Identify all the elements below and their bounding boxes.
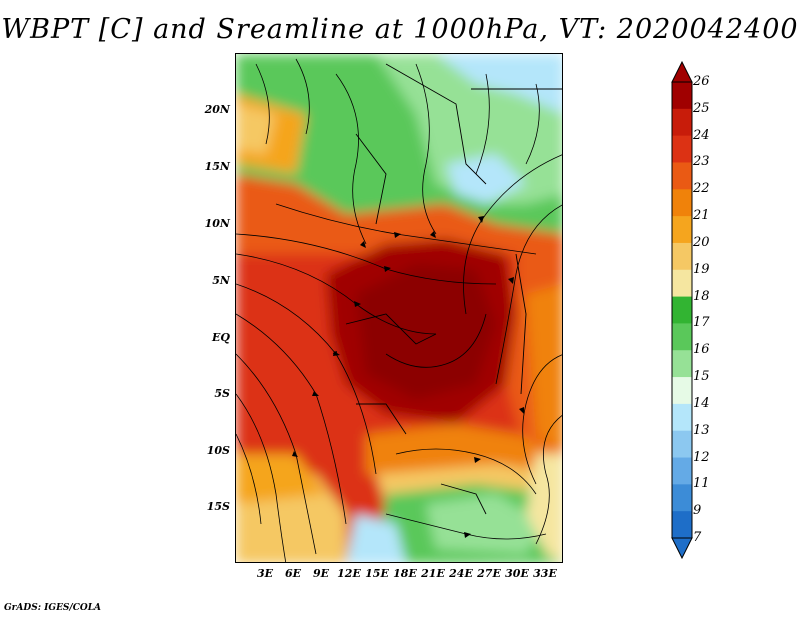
map-plot: [235, 53, 563, 563]
lon-label: 15E: [365, 567, 389, 580]
colorbar-swatch: [672, 189, 692, 217]
colorbar-label: 7: [693, 530, 702, 545]
lon-label: 18E: [393, 567, 417, 580]
colorbar-swatch: [672, 511, 692, 539]
colorbar-label: 18: [693, 288, 710, 304]
colorbar-label: 16: [693, 342, 710, 358]
colorbar-swatch: [672, 269, 692, 298]
lat-label: 20N: [204, 103, 230, 116]
colorbar-label: 11: [693, 476, 710, 492]
colorbar-label: 22: [693, 181, 710, 197]
colorbar-label: 19: [693, 261, 710, 277]
lat-label: 10N: [204, 217, 230, 230]
colorbar-label: 21: [693, 208, 710, 224]
colorbar-label: 13: [693, 422, 710, 438]
map-field: [236, 54, 562, 562]
colorbar-swatch: [672, 296, 692, 324]
colorbar-label: 26: [693, 74, 710, 89]
lon-label: 30E: [505, 567, 529, 580]
footer-credit: GrADS: IGES/COLA: [4, 603, 102, 613]
lon-label: 6E: [284, 567, 302, 580]
colorbar-swatch: [672, 242, 692, 271]
lat-label: 10S: [206, 444, 230, 457]
colorbar-swatch: [672, 162, 692, 190]
lon-label: 33E: [533, 567, 557, 580]
lon-label: 27E: [477, 567, 501, 580]
lat-label: 5N: [212, 274, 230, 287]
colorbar-swatch: [672, 457, 692, 485]
colorbar-swatch: [672, 216, 692, 244]
colorbar-over-arrow: [671, 60, 693, 83]
colorbar-label: 14: [693, 395, 710, 411]
colorbar-label: 20: [693, 234, 710, 250]
colorbar-under-arrow: [671, 537, 693, 560]
colorbar-label: 24: [693, 127, 710, 143]
colorbar-label: 23: [693, 154, 710, 170]
colorbar-label: 25: [693, 100, 710, 116]
lon-label: 24E: [449, 567, 473, 580]
lat-label: EQ: [212, 331, 230, 344]
chart-title: WBPT [C] and Sreamline at 1000hPa, VT: 2…: [1, 14, 799, 45]
colorbar-swatch: [672, 403, 692, 432]
colorbar-swatch: [672, 323, 692, 351]
lat-label: 15N: [204, 160, 230, 173]
colorbar-swatch: [672, 350, 692, 378]
lon-label: 12E: [337, 567, 361, 580]
colorbar-swatch: [672, 82, 692, 110]
lat-label: 5S: [214, 387, 230, 400]
colorbar: [671, 60, 693, 560]
colorbar-label: 15: [693, 369, 710, 385]
colorbar-swatch: [672, 430, 692, 459]
lon-label: 9E: [312, 567, 330, 580]
lon-label: 21E: [421, 567, 445, 580]
colorbar-label: 9: [693, 503, 702, 519]
colorbar-swatch: [672, 377, 692, 405]
colorbar-swatch: [672, 135, 692, 163]
lon-label: 3E: [256, 567, 274, 580]
colorbar-swatch: [672, 484, 692, 512]
colorbar-swatch: [672, 108, 692, 137]
colorbar-label: 12: [693, 449, 710, 465]
colorbar-label: 17: [693, 315, 710, 331]
lat-label: 15S: [206, 500, 230, 513]
